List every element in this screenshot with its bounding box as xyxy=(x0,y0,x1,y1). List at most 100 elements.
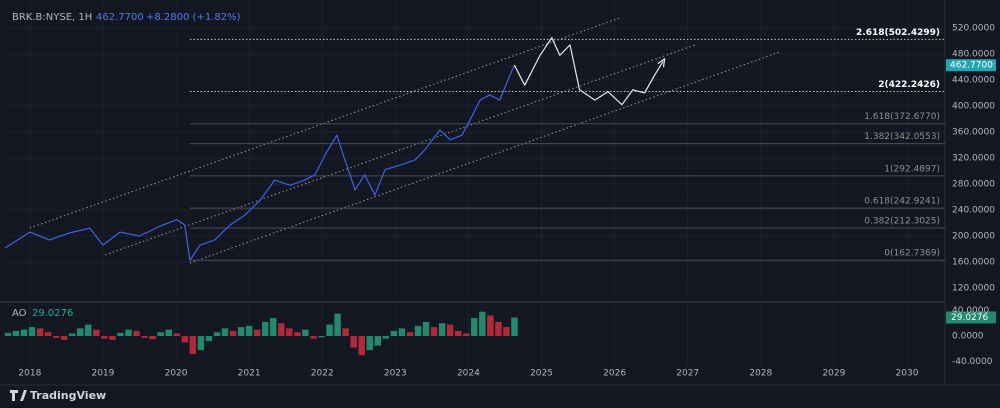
ao-bar xyxy=(487,315,494,337)
ao-bar xyxy=(77,328,84,337)
ao-bar xyxy=(358,336,365,356)
fib-level-label: 0.618(242.9241) xyxy=(864,197,940,207)
ao-bar xyxy=(101,336,108,339)
x-tick-label: 2019 xyxy=(91,369,114,379)
x-tick-label: 2028 xyxy=(749,369,772,379)
ao-bar xyxy=(503,327,510,337)
ao-bar xyxy=(479,311,486,337)
ao-bar xyxy=(4,332,12,337)
price-tag xyxy=(946,59,996,72)
x-tick-label: 2030 xyxy=(896,369,919,379)
indicator-tag xyxy=(946,311,996,324)
ao-bar xyxy=(326,324,333,337)
ao-bar xyxy=(406,332,414,337)
ao-bar xyxy=(60,336,68,340)
x-tick-label: 2021 xyxy=(238,369,261,379)
y-tick-label: 40.0000 xyxy=(952,306,989,316)
y-tick-label: 120.0000 xyxy=(952,283,995,293)
fib-level-label: 0.382(212.3025) xyxy=(864,216,940,226)
marks xyxy=(4,17,996,356)
ao-bar xyxy=(422,321,430,337)
channel-line xyxy=(104,44,696,256)
y-tick-label: 400.0000 xyxy=(952,101,995,111)
ao-bar xyxy=(334,313,341,337)
ao-bar xyxy=(342,328,349,337)
price-change: +8.2800 (+1.82%) xyxy=(146,12,241,23)
ao-bar xyxy=(245,325,253,337)
y-tick-label: 280.0000 xyxy=(952,179,995,189)
x-tick-label: 2024 xyxy=(457,369,480,379)
ao-bar xyxy=(430,327,438,337)
ao-bar xyxy=(286,328,293,337)
ao-bar xyxy=(165,329,172,337)
fib-level-label: 1.618(372.6770) xyxy=(864,112,940,122)
y-tick-label: -40.0000 xyxy=(952,357,993,367)
indicator-title: AO xyxy=(12,308,27,319)
ao-bar xyxy=(157,332,164,337)
indicator-tag-label: 29.0276 xyxy=(951,313,988,323)
labels: BRK.B:NYSE, 1H 462.7700 +8.2800 (+1.82%)… xyxy=(10,12,995,402)
ao-bar xyxy=(318,336,325,338)
ao-bar xyxy=(350,336,357,348)
fib-level-label: 2.618(502.4299) xyxy=(856,28,940,38)
brand-name: TradingView xyxy=(30,389,106,402)
channel-line xyxy=(29,17,620,229)
ao-bar xyxy=(44,332,52,337)
x-tick-label: 2022 xyxy=(311,369,334,379)
ao-bar xyxy=(382,336,390,339)
fib-level-label: 0(162.7369) xyxy=(884,249,940,259)
indicator-value: 29.0276 xyxy=(32,308,73,319)
x-tick-label: 2029 xyxy=(822,369,845,379)
ao-bar xyxy=(109,336,116,340)
ao-bar xyxy=(446,324,454,337)
x-tick-label: 2026 xyxy=(603,369,626,379)
ao-bar xyxy=(117,332,124,337)
fib-level-label: 1.382(342.0553) xyxy=(864,132,940,142)
x-tick-label: 2020 xyxy=(165,369,188,379)
y-tick-label: 0.0000 xyxy=(952,332,984,342)
x-tick-label: 2018 xyxy=(18,369,41,379)
price-line xyxy=(513,37,662,106)
y-tick-label: 520.0000 xyxy=(952,23,995,33)
y-tick-label: 200.0000 xyxy=(952,231,995,241)
ao-bar xyxy=(133,330,140,337)
ao-bar xyxy=(69,333,76,337)
brand-logo: TradingView xyxy=(10,389,106,402)
ao-bar xyxy=(221,328,229,337)
ao-bar xyxy=(294,332,301,337)
symbol-title: BRK.B:NYSE, 1H xyxy=(12,12,92,23)
ao-bar xyxy=(398,328,406,337)
ao-bar xyxy=(454,330,462,337)
last-price: 462.7700 xyxy=(96,12,144,23)
ao-bar xyxy=(471,318,478,337)
fib-level-label: 1(292.4897) xyxy=(884,164,940,174)
ao-bar xyxy=(262,321,269,337)
ao-bar xyxy=(390,330,398,337)
ao-bar xyxy=(93,329,100,337)
ao-bar xyxy=(463,333,470,337)
ao-bar xyxy=(205,336,213,342)
y-tick-label: 320.0000 xyxy=(952,153,995,163)
x-tick-label: 2023 xyxy=(384,369,407,379)
ao-bar xyxy=(85,324,92,337)
ao-bar xyxy=(197,336,205,351)
ao-bar xyxy=(374,336,381,346)
ao-bar xyxy=(310,336,317,339)
ao-bar xyxy=(12,330,20,337)
ao-bar xyxy=(213,332,221,337)
ao-bar xyxy=(181,336,189,343)
ao-bar xyxy=(141,336,148,338)
ao-bar xyxy=(366,336,373,351)
ao-bar xyxy=(278,323,285,337)
x-tick-label: 2025 xyxy=(530,369,553,379)
ao-bar xyxy=(302,329,309,337)
y-tick-label: 440.0000 xyxy=(952,75,995,85)
ao-bar xyxy=(36,328,44,337)
x-tick-label: 2027 xyxy=(676,369,699,379)
ao-bar xyxy=(229,330,237,337)
grid xyxy=(5,0,945,367)
ao-bar xyxy=(511,317,518,337)
